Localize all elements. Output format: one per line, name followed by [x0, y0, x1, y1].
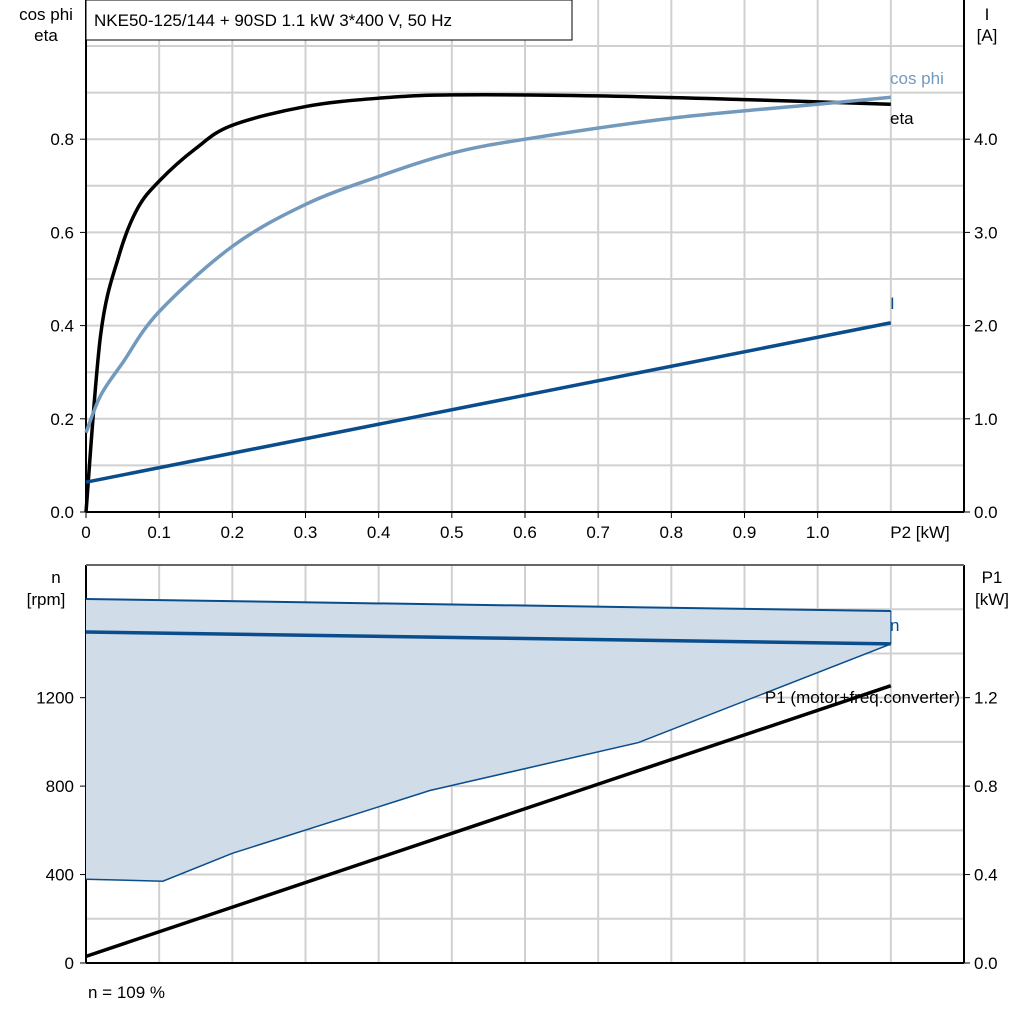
current-series-label: I — [890, 294, 895, 313]
bottom-right-axis-label-2: [kW] — [975, 590, 1009, 609]
x-tick-label: 0.5 — [440, 523, 464, 542]
x-tick-label: 1.0 — [806, 523, 830, 542]
x-tick-label: 0.2 — [221, 523, 245, 542]
left-tick-label: 0.6 — [50, 223, 74, 242]
left-tick-label: 0.0 — [50, 503, 74, 522]
x-tick-label: 0.8 — [660, 523, 684, 542]
left-tick-label: 0.2 — [50, 410, 74, 429]
right-tick-label: 2.0 — [974, 317, 998, 336]
left-tick-label: 1200 — [36, 689, 74, 708]
x-tick-label: 0.1 — [147, 523, 171, 542]
eta-series-line — [84, 93, 891, 513]
right-tick-label: 0.0 — [974, 954, 998, 973]
right-tick-label: 0.0 — [974, 503, 998, 522]
chart-title: NKE50-125/144 + 90SD 1.1 kW 3*400 V, 50 … — [94, 11, 452, 30]
left-tick-label: 400 — [46, 866, 74, 885]
right-tick-label: 3.0 — [974, 223, 998, 242]
max-speed-line — [85, 598, 891, 612]
bottom-right-axis-label-1: P1 — [982, 568, 1003, 587]
bottom-left-axis-label-1: n — [51, 568, 60, 587]
bottom-left-axis-label-2: [rpm] — [27, 590, 66, 609]
title-box — [85, 0, 573, 41]
operating-range-area — [86, 599, 891, 882]
top-x-axis-label: P2 [kW] — [890, 523, 950, 542]
top-left-axis-label-1: cos phi — [19, 5, 73, 24]
eta-series-label: eta — [890, 109, 914, 128]
left-tick-label: 800 — [46, 777, 74, 796]
right-tick-label: 4.0 — [974, 130, 998, 149]
footer-speed-note: n = 109 % — [88, 983, 165, 1002]
x-tick-label: 0.3 — [294, 523, 318, 542]
p1-series-label: P1 (motor+freq.converter) — [765, 688, 960, 707]
left-tick-label: 0.4 — [50, 317, 74, 336]
p1-series-line — [85, 684, 892, 959]
speed-series-label: n — [890, 616, 899, 635]
left-tick-label: 0 — [65, 954, 74, 973]
top-right-axis-label-1: I — [985, 5, 990, 24]
cos-series-line — [84, 95, 891, 434]
x-tick-label: 0.7 — [586, 523, 610, 542]
x-tick-label: 0.4 — [367, 523, 391, 542]
x-tick-label: 0.9 — [733, 523, 757, 542]
top-left-axis-label-2: eta — [34, 26, 58, 45]
x-tick-label: 0.6 — [513, 523, 537, 542]
left-tick-label: 0.8 — [50, 130, 74, 149]
right-tick-label: 1.2 — [974, 689, 998, 708]
right-tick-label: 0.4 — [974, 866, 998, 885]
n-series-line — [85, 630, 891, 646]
right-tick-label: 0.8 — [974, 777, 998, 796]
i-series-line — [85, 321, 892, 484]
top-right-axis-label-2: [A] — [977, 26, 998, 45]
min-speed-line — [85, 643, 892, 882]
x-tick-label: 0 — [81, 523, 90, 542]
right-tick-label: 1.0 — [974, 410, 998, 429]
cos-phi-series-label: cos phi — [890, 69, 944, 88]
